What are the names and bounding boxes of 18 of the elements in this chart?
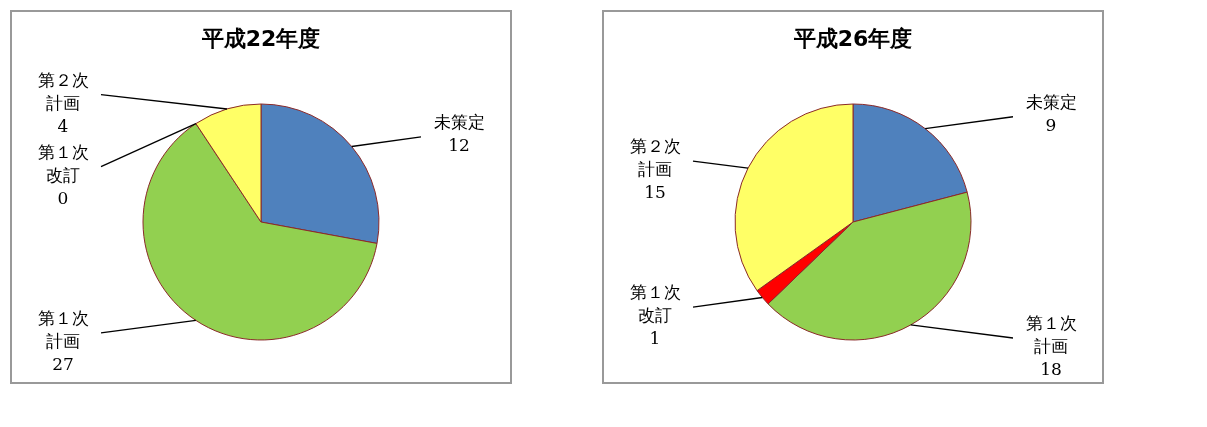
- slice-label: 第１次計画: [1025, 312, 1077, 356]
- data-label: 12: [448, 134, 470, 155]
- text: 0: [57, 187, 69, 208]
- data-label: 27: [52, 353, 74, 374]
- slice-label: 第１次改訂: [629, 282, 681, 326]
- slice-label: 第２次計画: [37, 69, 89, 113]
- slice-label: 未策定: [1025, 91, 1077, 112]
- chart-title: 平成26年度: [792, 26, 913, 51]
- data-label: 9: [1045, 114, 1057, 135]
- slice-label: 第２次計画: [629, 136, 681, 180]
- data-label: 18: [1040, 358, 1062, 379]
- data-label: 1: [649, 328, 661, 349]
- category-label: 第１次改訂: [37, 141, 89, 185]
- data-label: 15: [644, 182, 666, 203]
- slice-label: 未策定: [433, 111, 485, 132]
- slice-label: 第１次計画: [37, 307, 89, 351]
- chart-title: 平成22年度: [200, 26, 321, 51]
- data-label: 4: [57, 115, 69, 136]
